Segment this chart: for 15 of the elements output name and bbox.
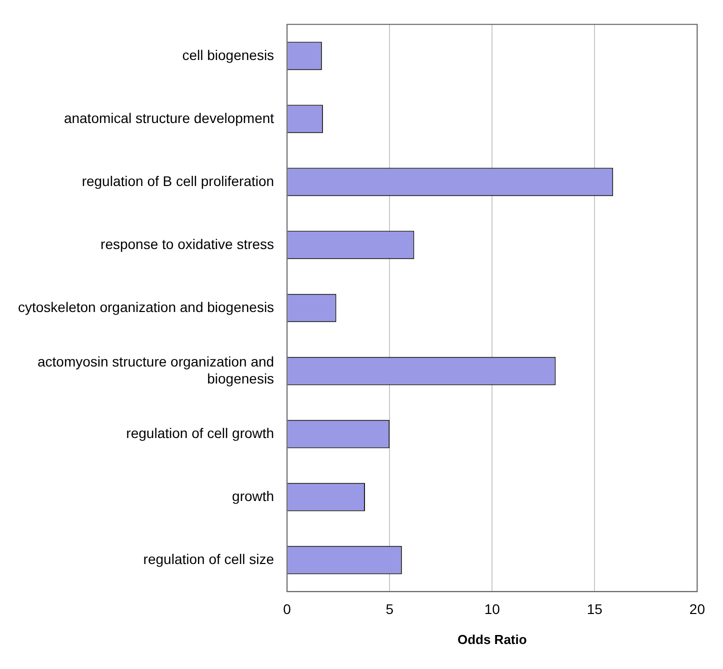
y-tick-label: regulation of cell size [143, 550, 274, 567]
x-tick-label: 10 [484, 600, 500, 617]
x-tick-label: 0 [283, 600, 292, 617]
x-tick-label: 5 [386, 600, 394, 617]
y-tick-label: cytoskeleton organization and biogenesis [18, 298, 274, 315]
y-tick-label: cell biogenesis [182, 46, 274, 63]
y-tick-label: anatomical structure development [64, 110, 274, 126]
x-tick-label: 15 [586, 600, 603, 617]
y-tick-label: response to oxidative stress [100, 236, 274, 252]
y-tick-label: actomyosin structure organization and biogenesis [37, 353, 274, 386]
x-axis-title: Odds Ratio [457, 632, 527, 647]
y-tick-label: regulation of cell growth [126, 424, 274, 441]
y-tick-label: regulation of B cell proliferation [82, 172, 274, 189]
x-tick-label: 20 [689, 600, 706, 617]
y-tick-label: growth [232, 488, 274, 504]
